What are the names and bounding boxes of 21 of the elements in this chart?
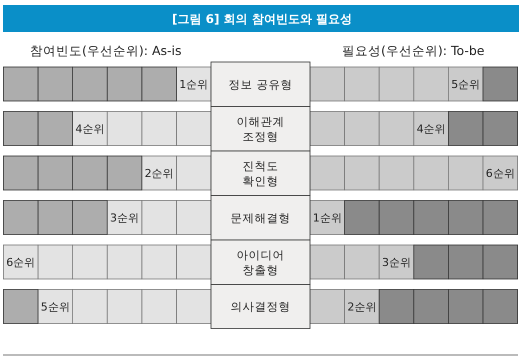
category-label: 문제해결형 [230,210,290,225]
text: [그림 6] 회의 참여빈도와 필요성 [172,12,352,26]
data-label: 3순위 [110,212,139,224]
data-label: 5순위 [451,78,480,91]
category-label: 정보 공유형 [228,77,292,92]
data-label: 5순위 [40,300,70,314]
data-label: 2순위 [347,300,376,314]
data-label: 6순위 [6,256,36,269]
data-label: 6순위 [486,167,515,180]
category-label: 아이디어 창출형 [236,248,284,277]
data-label: 1순위 [312,212,342,224]
category-label: 진척도 확인형 [242,158,278,188]
series-label: 참여빈도(우선순위): As-is [30,43,182,58]
data-label: 4순위 [416,122,446,136]
data-label: 1순위 [179,78,208,91]
data-label: 3순위 [382,256,411,269]
category-label: 이해관계 조정형 [236,114,284,144]
data-label: 2순위 [144,167,174,180]
data-label: 4순위 [75,122,104,136]
category-label: 의사결정형 [230,300,290,314]
series-label: 필요성(우선순위): To-be [342,43,485,58]
